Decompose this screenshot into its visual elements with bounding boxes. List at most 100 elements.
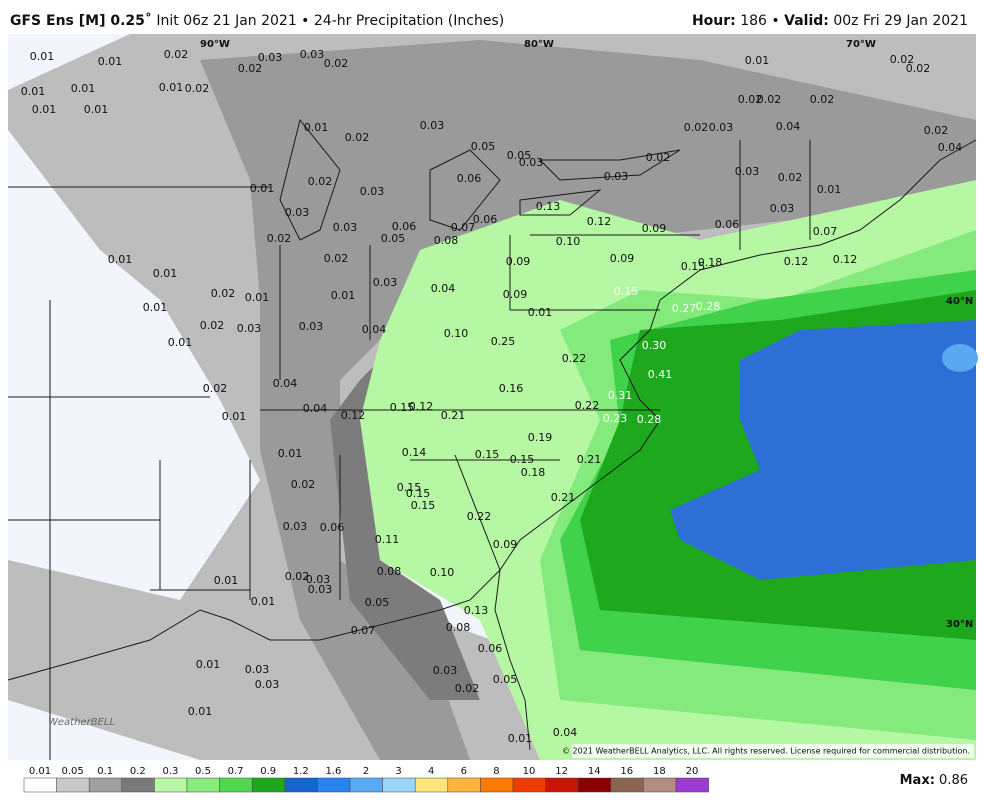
map-value: 0.02 — [906, 62, 931, 75]
map-value: 0.07 — [351, 624, 376, 637]
legend-swatch — [56, 777, 90, 793]
map-value: 0.05 — [471, 140, 496, 153]
map-value: 0.02 — [185, 82, 210, 95]
map-value: 0.06 — [457, 172, 482, 185]
map-value: 0.01 — [304, 121, 329, 134]
legend-label: 20 — [686, 766, 699, 777]
map-value: 0.18 — [521, 466, 546, 479]
legend-label: 8 — [493, 766, 499, 777]
map-value: 0.02 — [778, 171, 803, 184]
map-value: 0.23 — [603, 412, 628, 425]
map-value: 0.08 — [377, 565, 402, 578]
legend-swatch — [382, 777, 416, 793]
map-value: 0.03 — [306, 573, 331, 586]
map-value: 0.15 — [475, 448, 500, 461]
separator: • — [771, 13, 779, 29]
map-value: 0.03 — [420, 119, 445, 132]
map-value: 0.02 — [684, 121, 709, 134]
map-value: 0.28 — [637, 413, 662, 426]
map-value: 0.06 — [320, 521, 345, 534]
map-value: 0.10 — [556, 235, 581, 248]
max-info: Max: 0.86 — [900, 773, 968, 788]
map-value: 0.02 — [291, 478, 316, 491]
map-value: 0.02 — [203, 382, 228, 395]
map-value: 0.22 — [575, 399, 600, 412]
hour: 186 — [740, 13, 767, 29]
map-value: 0.03 — [604, 170, 629, 183]
map-value: 0.31 — [608, 389, 633, 402]
map-value: 0.05 — [493, 673, 518, 686]
map-value: 0.03 — [308, 583, 333, 596]
map-value: 0.19 — [528, 431, 553, 444]
map-value: 0.12 — [833, 253, 858, 266]
map-value: 0.15 — [681, 260, 706, 273]
legend-swatch — [121, 777, 155, 793]
max-value: 0.86 — [939, 773, 968, 788]
legend-swatch — [643, 777, 677, 793]
map-value: 0.01 — [71, 82, 96, 95]
map-value: 0.03 — [373, 276, 398, 289]
coastline — [7, 139, 977, 751]
lat-label: 30°N — [946, 619, 973, 630]
legend-label: 18 — [653, 766, 666, 777]
map-value: 0.10 — [430, 566, 455, 579]
legend-label: 1.6 — [325, 766, 341, 777]
map-value: 0.01 — [98, 55, 123, 68]
lon-label: 70°W — [846, 39, 876, 50]
map-value: 0.02 — [738, 93, 763, 106]
legend-label: 2 — [363, 766, 369, 777]
map-value: 0.03 — [299, 320, 324, 333]
legend-label: 0.3 — [162, 766, 178, 777]
map-value: 0.21 — [577, 453, 602, 466]
legend-swatch — [545, 777, 579, 793]
map-value: 0.03 — [735, 165, 760, 178]
map-value: 0.13 — [536, 200, 561, 213]
map-labels: 0.01 0.010.02 0.03 0.030.020.020.01 0.010.01… — [21, 48, 963, 745]
legend-label: 0.1 — [97, 766, 113, 777]
map-value: 0.01 — [108, 253, 133, 266]
legend-swatch — [512, 777, 546, 793]
map-value: 0.01 — [251, 595, 276, 608]
map-value: 0.04 — [273, 377, 298, 390]
legend-label: 3 — [395, 766, 401, 777]
legend-swatch — [349, 777, 383, 793]
map-value: 0.01 — [278, 447, 303, 460]
map-value: 0.03 — [709, 121, 734, 134]
map-value: 0.01 — [159, 81, 184, 94]
map-value: 0.02 — [324, 252, 349, 265]
map-value: 0.01 — [30, 50, 55, 63]
run: Init 06z 21 Jan 2021 • 24-hr Precipitati… — [156, 13, 504, 29]
map-value: 0.08 — [434, 234, 459, 247]
map-value: 0.01 — [508, 732, 533, 745]
map-value: 0.03 — [360, 185, 385, 198]
precip-blue — [670, 320, 976, 580]
map-value: 0.01 — [245, 291, 270, 304]
map-value: 0.01 — [196, 658, 221, 671]
map-value: 0.28 — [696, 300, 721, 313]
map-value: 0.01 — [153, 267, 178, 280]
map-value: 0.21 — [441, 409, 466, 422]
map-value: 0.02 — [211, 287, 236, 300]
map-value: 0.30 — [642, 339, 667, 352]
map — [7, 34, 978, 760]
valid-info: Hour: 186 • Valid: 00z Fri 29 Jan 2021 — [692, 13, 968, 29]
map-value: 0.01 — [84, 103, 109, 116]
map-value: 0.03 — [258, 51, 283, 64]
map-value: 0.12 — [341, 409, 366, 422]
legend: 0.01 0.05 0.1 0.2 0.3 0.5 0.7 0.9 1.2 1.6 2 3 4 6 8 10 1… — [23, 766, 709, 793]
map-value: 0.14 — [402, 446, 427, 459]
map-value: 0.16 — [499, 382, 524, 395]
map-value: 0.04 — [431, 282, 456, 295]
map-value: 0.01 — [528, 306, 553, 319]
map-value: 0.13 — [464, 604, 489, 617]
map-value: 0.06 — [392, 220, 417, 233]
map-value: 0.41 — [648, 368, 673, 381]
map-value: 0.04 — [938, 141, 963, 154]
title: GFS Ens [M] 0.25˚ Init 06z 21 Jan 2021 •… — [10, 12, 504, 29]
legend-swatch — [186, 777, 220, 793]
map-value: 0.04 — [362, 323, 387, 336]
map-value: 0.21 — [551, 491, 576, 504]
legend-swatch — [23, 777, 57, 793]
map-value: 0.05 — [507, 149, 532, 162]
map-value: 0.01 — [331, 289, 356, 302]
